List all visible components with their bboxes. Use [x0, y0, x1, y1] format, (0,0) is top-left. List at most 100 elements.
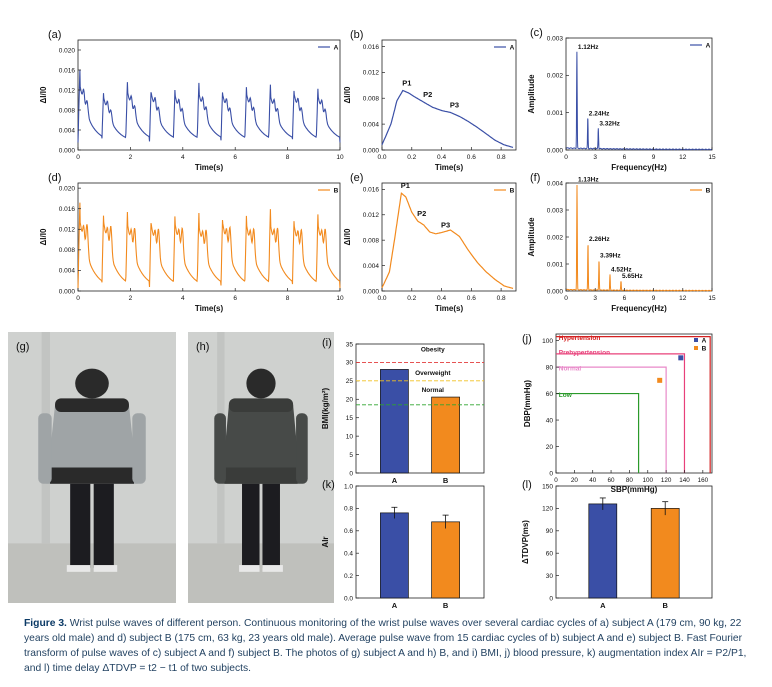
x-tick-label-e: 0.6	[467, 295, 476, 302]
panel-label-j: (j)	[522, 333, 532, 345]
y-tick-label-e: 0.004	[363, 263, 380, 270]
caption-label: Figure 3.	[24, 618, 67, 629]
plot-frame-d	[77, 182, 341, 292]
legend-marker-j-B	[694, 346, 698, 350]
y-tick-label-i: 30	[346, 360, 354, 367]
photo-left-leg-g	[70, 483, 91, 568]
x-category-label-l: B	[662, 601, 668, 610]
x-tick-label-d: 4	[181, 295, 185, 302]
bp-zone-label-Normal: Normal	[559, 365, 582, 372]
peak-label-e: P3	[441, 221, 450, 230]
photo-left-leg-h	[242, 483, 260, 568]
peak-label-b: P1	[402, 78, 411, 87]
photo-head-g	[75, 368, 109, 399]
x-tick-label-a: 8	[286, 154, 290, 161]
panel-label-b: (b)	[350, 29, 363, 41]
photo-right-shoe-g	[93, 565, 118, 572]
y-axis-label-i: BMI(kg/m²)	[321, 388, 330, 430]
photo-right-arm-g	[132, 413, 146, 484]
x-category-label-i: B	[443, 476, 449, 485]
plot-frame-l	[555, 485, 713, 599]
y-tick-label-e: 0.008	[363, 237, 380, 244]
y-tick-label-i: 5	[349, 452, 353, 459]
panel-label-l: (l)	[522, 479, 532, 491]
x-axis-label-b: Time(s)	[435, 163, 464, 172]
y-axis-label-a: ΔI/I0	[39, 86, 48, 103]
x-tick-label-b: 0.0	[377, 154, 386, 161]
x-tick-label-d: 0	[76, 295, 80, 302]
x-tick-label-d: 6	[233, 295, 237, 302]
y-tick-label-e: 0.016	[363, 187, 380, 194]
plot-frame-i	[355, 343, 485, 474]
y-tick-label-b: 0.012	[363, 70, 380, 77]
y-tick-label-i: 20	[346, 397, 354, 404]
x-tick-label-c: 6	[623, 154, 627, 161]
peak-label-e: P2	[417, 209, 426, 218]
x-category-label-i: A	[392, 476, 398, 485]
x-tick-label-a: 4	[181, 154, 185, 161]
photo-right-leg-g	[93, 483, 114, 568]
x-axis-label-f: Frequency(Hz)	[611, 304, 667, 313]
plot-frame-k	[355, 485, 485, 599]
y-axis-label-k: AIr	[321, 536, 330, 547]
x-tick-label-f: 15	[708, 295, 716, 302]
y-axis-label-d: ΔI/I0	[39, 228, 48, 245]
plot-frame-e	[381, 182, 517, 292]
y-tick-label-j: 20	[546, 444, 554, 451]
x-tick-label-j: 0	[554, 477, 558, 484]
y-tick-label-l: 90	[546, 528, 554, 535]
legend-label-d: B	[334, 188, 339, 195]
freq-annotation-c: 3.32Hz	[599, 120, 620, 127]
freq-annotation-f: 4.52Hz	[611, 266, 632, 273]
legend-label-c: A	[706, 43, 711, 50]
plot-frame-a	[77, 39, 341, 151]
y-tick-label-j: 60	[546, 391, 554, 398]
x-tick-label-e: 0.4	[437, 295, 446, 302]
y-tick-label-b: 0.000	[363, 147, 380, 154]
x-tick-label-j: 80	[626, 477, 634, 484]
x-tick-label-j: 100	[643, 477, 654, 484]
y-tick-label-k: 0.2	[344, 573, 353, 580]
freq-annotation-c: 1.12Hz	[578, 44, 599, 51]
photo-left-shoe-g	[66, 565, 91, 572]
photo-jacket-g	[46, 405, 138, 484]
x-axis-label-d: Time(s)	[195, 304, 224, 313]
x-tick-label-j: 60	[608, 477, 616, 484]
freq-annotation-f: 2.26Hz	[589, 236, 610, 243]
x-category-label-k: A	[392, 601, 398, 610]
bar-k-A	[380, 512, 409, 599]
x-tick-label-a: 6	[233, 154, 237, 161]
y-tick-label-c: 0.000	[547, 147, 564, 154]
bar-l-B	[650, 508, 680, 599]
x-tick-label-d: 8	[286, 295, 290, 302]
x-tick-label-c: 15	[708, 154, 716, 161]
x-tick-label-j: 140	[679, 477, 690, 484]
bp-zone-Normal	[556, 366, 667, 473]
x-tick-label-a: 0	[76, 154, 80, 161]
panel-label-k: (k)	[322, 479, 335, 491]
y-tick-label-c: 0.002	[547, 73, 564, 80]
series-d	[77, 202, 341, 289]
zone-label-normal: Normal	[422, 387, 445, 394]
x-axis-label-j: SBP(mmHg)	[611, 485, 658, 494]
y-tick-label-d: 0.012	[59, 227, 76, 234]
photo-hem-h	[224, 467, 298, 484]
panel-label-f: (f)	[530, 172, 540, 184]
y-tick-label-i: 15	[346, 415, 354, 422]
photo-collar-h	[228, 398, 294, 412]
y-tick-label-f: 0.001	[547, 261, 564, 268]
y-tick-label-k: 0.0	[344, 595, 353, 602]
x-tick-label-j: 120	[661, 477, 672, 484]
plot-frame-j	[555, 333, 713, 474]
legend-label-e: B	[510, 188, 515, 195]
photo-head-h	[246, 368, 276, 399]
y-tick-label-k: 0.6	[344, 528, 353, 535]
figure-caption: Figure 3. Wrist pulse waves of different…	[24, 616, 752, 676]
y-tick-label-i: 35	[346, 341, 354, 348]
bp-zone-Prehypertension	[556, 353, 686, 473]
bp-zone-label-Prehypertension: Prehypertension	[559, 350, 610, 357]
y-tick-label-i: 25	[346, 378, 354, 385]
x-tick-label-c: 12	[679, 154, 687, 161]
photo-floor-h	[188, 543, 334, 603]
y-tick-label-c: 0.001	[547, 110, 564, 117]
